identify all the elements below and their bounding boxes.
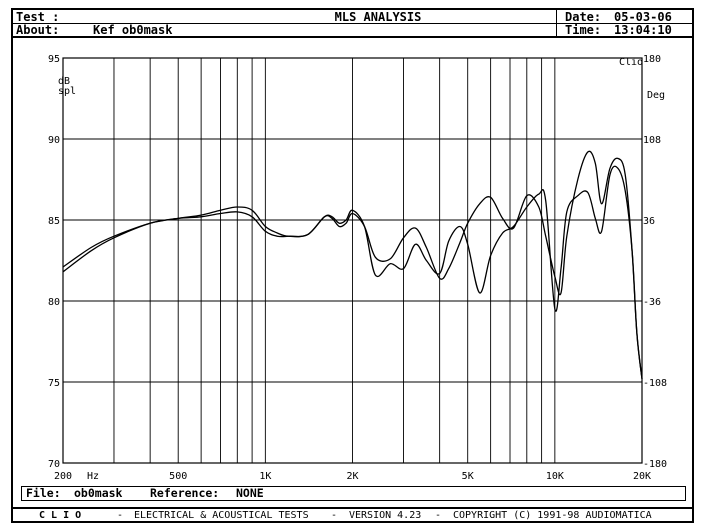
file-value: ob0mask [74,486,123,500]
page-title: MLS ANALYSIS [334,10,422,24]
header-bar: Test : About: Kef ob0mask MLS ANALYSIS D… [13,10,692,38]
y2-tick-label: 36 [643,216,655,227]
test-label: Test : [16,10,60,24]
y-tick-label: 80 [48,297,60,308]
frequency-response-chart: 95 90 85 80 75 70 180 108 36 -36 -108 -180 200 500 1K 2… [48,54,667,482]
credit-separator-2: - [331,510,338,521]
y2-tick-label: -108 [643,378,667,389]
footer-divider [13,507,692,509]
x-tick-label: 200 [54,471,72,482]
y-axis-label-top: dB [58,76,70,87]
x-tick-label: 1K [259,471,271,482]
chart-labels: 95 90 85 80 75 70 180 108 36 -36 -108 -180 200 500 1K 2… [48,54,667,482]
reference-value: NONE [236,486,264,500]
x-axis-label: Hz [87,471,99,482]
y-tick-label: 70 [48,459,60,470]
series-line-1 [62,150,643,379]
y2-axis-label: Deg [647,90,665,101]
x-tick-label: 2K [346,471,358,482]
tests-label: ELECTRICAL & ACOUSTICAL TESTS [134,510,309,521]
x-tick-label: 20K [633,471,651,482]
y-tick-label: 95 [48,54,60,65]
file-label: File: [26,486,61,500]
header-row-divider [13,23,692,24]
about-value: Kef ob0mask [93,23,173,37]
x-tick-label: 500 [169,471,187,482]
analysis-window: Test : About: Kef ob0mask MLS ANALYSIS D… [11,8,694,523]
y2-tick-label: -36 [643,297,661,308]
reference-label: Reference: [150,486,220,500]
date-value: 05-03-06 [614,10,672,24]
date-label: Date: [565,10,602,24]
chart-grid [62,57,643,464]
y-axis-label-bottom: spl [58,86,76,97]
x-tick-label: 5K [462,471,474,482]
time-label: Time: [565,23,602,37]
version-label: VERSION 4.23 [349,510,422,521]
credit-separator-1: - [117,510,124,521]
time-value: 13:04:10 [614,23,672,37]
about-label: About: [16,23,60,37]
y-tick-label: 85 [48,216,60,227]
y2-tick-label: 108 [643,135,661,146]
series-line-2 [62,165,643,379]
x-tick-label: 10K [546,471,564,482]
brand-label: C L I O [39,510,82,521]
y2-tick-label: 180 [643,54,661,65]
y2-tick-label: -180 [643,459,667,470]
chart-series [62,150,643,379]
y-tick-label: 75 [48,378,60,389]
file-info-bar: File: ob0mask Reference: NONE [21,486,686,501]
credit-separator-3: - [435,510,442,521]
y-tick-label: 90 [48,135,60,146]
copyright-label: COPYRIGHT (C) 1991-98 AUDIOMATICA [453,510,652,521]
credits-bar: C L I O - ELECTRICAL & ACOUSTICAL TESTS … [13,509,692,523]
corner-label: Clio [619,57,643,68]
